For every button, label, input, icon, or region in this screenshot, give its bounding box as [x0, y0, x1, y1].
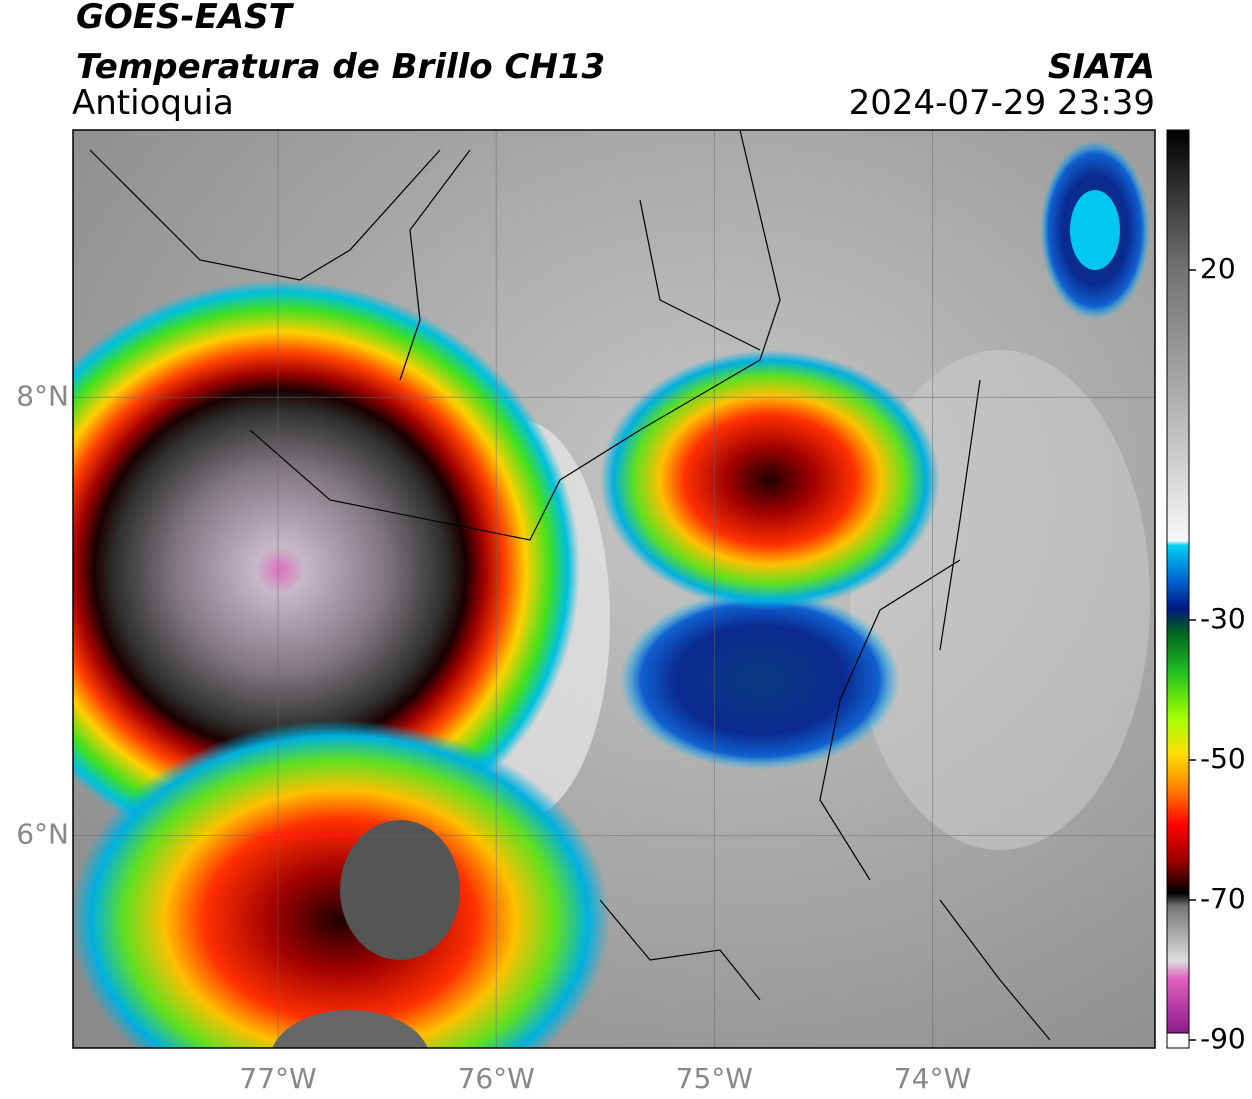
colorbar-frame [1166, 129, 1190, 1049]
colorbar-min-box [1166, 1032, 1190, 1049]
map-frame [72, 129, 1156, 1049]
colorbar-tick-label: 20 [1200, 252, 1236, 285]
lat-tick-label: 6°N [16, 817, 69, 850]
lon-tick-label: 74°W [894, 1062, 971, 1095]
colorbar-tick-label: -50 [1200, 742, 1246, 775]
region: Antioquia [72, 83, 234, 123]
lon-tick-label: 76°W [458, 1062, 535, 1095]
lat-tick-label: 8°N [16, 379, 69, 412]
colorbar [1167, 130, 1189, 1033]
title: GOES-EAST [76, 0, 295, 37]
colorbar-tick-label: -70 [1200, 882, 1246, 915]
lon-tick-label: 77°W [239, 1062, 316, 1095]
satellite-image [73, 130, 1155, 1048]
lon-tick-label: 75°W [676, 1062, 753, 1095]
colorbar-tick-label: -30 [1200, 602, 1246, 635]
source: SIATA [1048, 47, 1155, 87]
subtitle: Temperatura de Brillo CH13 [76, 47, 605, 87]
colorbar-tick-label: -90 [1200, 1022, 1246, 1055]
datetime: 2024-07-29 23:39 [849, 83, 1155, 123]
